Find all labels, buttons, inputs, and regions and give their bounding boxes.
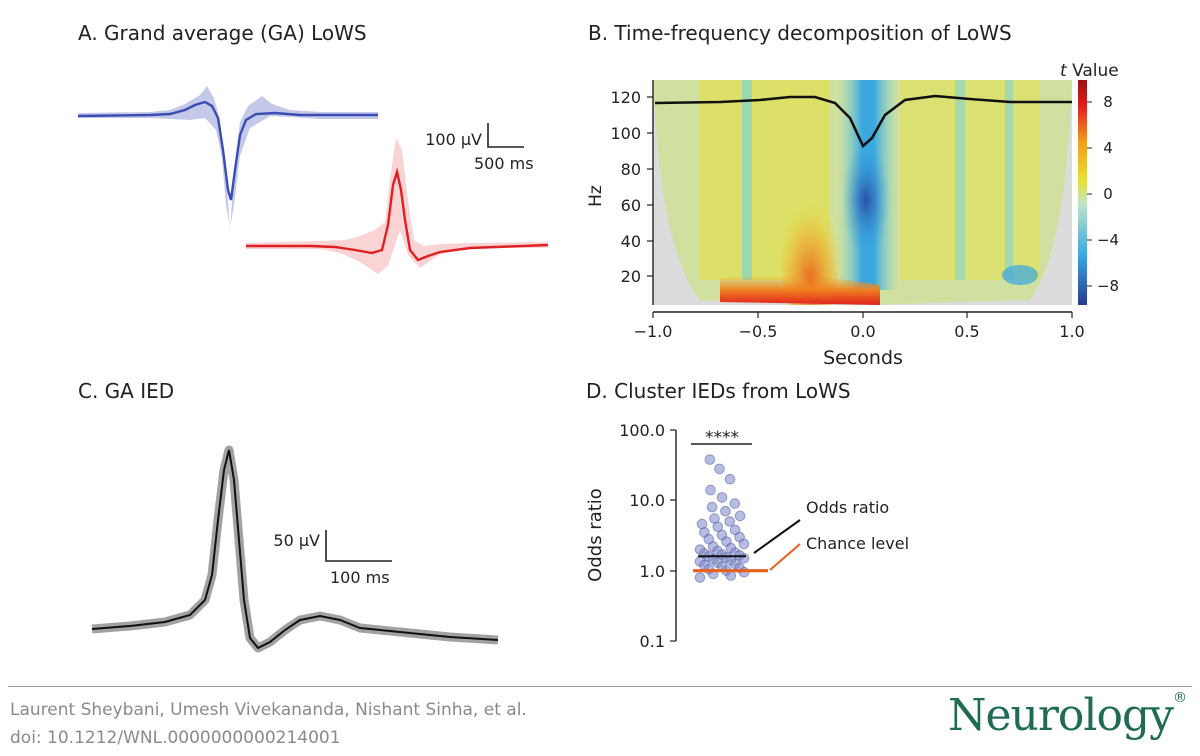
- panel-c-scalebar: 50 µV 100 ms: [273, 530, 392, 587]
- odds-ytick: 1.0: [640, 562, 665, 581]
- odds-y-axis-label: Odds ratio: [585, 488, 606, 582]
- colorbar-title: t Value: [1060, 61, 1119, 81]
- odds-ratio-point: [706, 501, 718, 513]
- odds-ratio-point: [714, 463, 725, 475]
- colorbar-title-t: t: [1060, 61, 1068, 81]
- odds-points: [694, 454, 750, 583]
- tf-ytick: 80: [621, 160, 641, 179]
- tf-x-tick-labels: −1.0 −0.5 0.0 0.5 1.0: [634, 322, 1085, 341]
- odds-ratio-point: [720, 505, 731, 517]
- colorbar-tick: 4: [1103, 139, 1113, 157]
- scalebar-time-label: 100 ms: [330, 568, 390, 587]
- odds-ytick: 0.1: [640, 632, 665, 651]
- tf-axes: 20 40 60 80 100 120 −1.0 −0.5 0.0 0.5 1.…: [586, 80, 1085, 369]
- scalebar-voltage-label: 100 µV: [425, 130, 482, 149]
- odds-ratio-point: [738, 538, 750, 550]
- heatmap-blue-spot-right: [1002, 265, 1038, 285]
- tf-xtick: 0.0: [850, 322, 875, 341]
- odds-ratio-point: [738, 553, 750, 564]
- odds-ratio-point: [724, 473, 736, 485]
- colorbar-tick: 8: [1103, 93, 1113, 111]
- colorbar-tick: −8: [1097, 277, 1119, 295]
- tf-overlay-trace: [654, 94, 1072, 149]
- blue-ci-band: [78, 86, 378, 232]
- tf-xtick: 0.5: [954, 322, 979, 341]
- tf-ytick: 40: [621, 232, 641, 251]
- odds-lines: [693, 555, 768, 573]
- footer-authors: Laurent Sheybani, Umesh Vivekananda, Nis…: [10, 700, 527, 720]
- odds-ratio-point: [705, 484, 716, 496]
- odds-ratio-point: [694, 572, 706, 583]
- panel-a-lows-red: [246, 138, 549, 274]
- scalebar-lines: [325, 530, 392, 562]
- heatmap-blue-core: [842, 145, 890, 255]
- tf-y-ticks: [647, 96, 653, 277]
- odds-ratio-annotation: Odds ratio: [806, 498, 889, 517]
- footer-divider: [8, 686, 1192, 687]
- chance-level-pointer: [769, 543, 801, 571]
- odds-ratio-pointer: [753, 519, 801, 554]
- panel-d-title: D. Cluster IEDs from LoWS: [586, 379, 851, 403]
- significance-stars: ****: [705, 428, 739, 448]
- journal-trademark: ®: [1173, 690, 1187, 706]
- odds-ratio-point: [729, 498, 741, 509]
- tf-y-tick-labels: 20 40 60 80 100 120: [610, 88, 641, 286]
- odds-ratio-point: [716, 492, 728, 503]
- odds-y-ticks: [670, 429, 676, 642]
- scalebar-time-label: 500 ms: [474, 154, 534, 173]
- panel-c-title: C. GA IED: [78, 379, 174, 403]
- footer-doi: doi: 10.1212/WNL.0000000000214001: [10, 728, 341, 748]
- tf-ytick: 120: [610, 88, 641, 107]
- odds-axes: 100.0 10.0 1.0 0.1 Odds ratio: [585, 421, 677, 651]
- panel-a-lows-blue: [77, 86, 378, 232]
- panel-a-scalebar: 100 µV 500 ms: [425, 123, 534, 173]
- colorbar-tick: −4: [1097, 231, 1119, 249]
- scalebar-voltage-label: 50 µV: [273, 531, 320, 550]
- odds-ytick: 100.0: [619, 421, 665, 440]
- red-mean-trace: [246, 167, 549, 262]
- tf-colorbar: t Value 8 4 0 −4 −8: [1060, 61, 1119, 305]
- chance-level-annotation: Chance level: [806, 534, 909, 553]
- blue-mean-trace: [77, 100, 378, 201]
- heatmap-cyan-streak-1: [742, 80, 752, 280]
- heatmap-red-base: [720, 275, 880, 305]
- panel-b-title: B. Time-frequency decomposition of LoWS: [588, 21, 1012, 45]
- ied-mean-trace: [91, 449, 499, 650]
- odds-legend: Odds ratio Chance level: [753, 498, 909, 571]
- heatmap-cyan-streak-2: [955, 80, 965, 280]
- colorbar-tick: 0: [1103, 185, 1113, 203]
- odds-ratio-point: [734, 510, 746, 522]
- journal-logo: Neurology®: [948, 690, 1187, 741]
- panel-a-title: A. Grand average (GA) LoWS: [78, 21, 367, 45]
- colorbar-tick-labels: 8 4 0 −4 −8: [1097, 93, 1119, 295]
- tf-ytick: 60: [621, 196, 641, 215]
- colorbar-gradient: [1078, 80, 1087, 305]
- colorbar-title-value: Value: [1067, 61, 1119, 81]
- odds-y-tick-labels: 100.0 10.0 1.0 0.1: [619, 421, 665, 651]
- tf-xtick: −1.0: [634, 322, 673, 341]
- colorbar-ticks: [1087, 101, 1092, 287]
- tf-xtick: −0.5: [739, 322, 778, 341]
- tf-heatmap: [653, 80, 1072, 305]
- tf-ytick: 100: [610, 124, 641, 143]
- tf-x-ticks: [652, 312, 1073, 318]
- heatmap-yellow-band-right: [900, 80, 1040, 280]
- tf-ytick: 20: [621, 267, 641, 286]
- odds-ratio-point: [724, 516, 736, 527]
- tf-x-axis-label: Seconds: [823, 347, 903, 369]
- tf-y-axis-label: Hz: [586, 185, 606, 207]
- panel-c-ied: [91, 445, 499, 653]
- scalebar-lines: [487, 123, 524, 148]
- odds-ratio-point: [704, 454, 716, 465]
- odds-ytick: 10.0: [629, 491, 665, 510]
- tf-xtick: 1.0: [1059, 322, 1084, 341]
- odds-ratio-point: [712, 521, 724, 533]
- heatmap-cyan-streak-3: [1005, 80, 1013, 280]
- red-ci-band: [246, 138, 548, 274]
- journal-name: Neurology: [948, 690, 1174, 741]
- odds-significance: ****: [691, 428, 752, 448]
